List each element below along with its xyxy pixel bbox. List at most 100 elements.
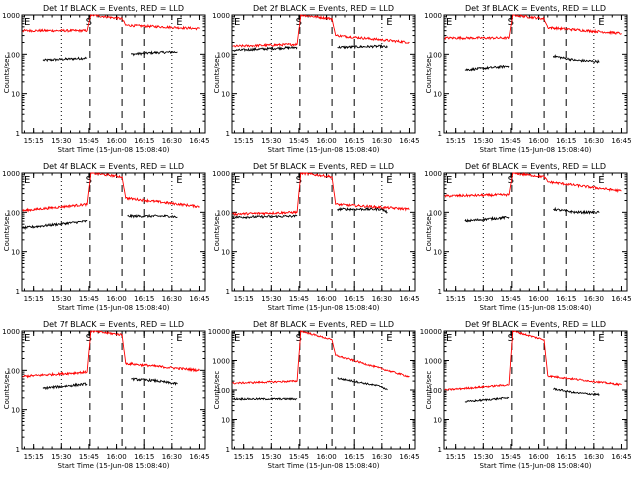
y-tick-label: 100 bbox=[429, 51, 442, 59]
x-tick-label: 15:30 bbox=[51, 137, 71, 145]
x-tick-label: 15:45 bbox=[501, 295, 521, 303]
y-tick-label: 10 bbox=[221, 91, 230, 99]
plot-frame bbox=[443, 14, 628, 134]
y-tick-label: 1 bbox=[438, 288, 442, 296]
y-axis-label: Counts/sec bbox=[213, 213, 221, 252]
end-marker: E bbox=[24, 175, 30, 186]
y-axis-label: Counts/sec bbox=[425, 371, 433, 410]
panel-title: Det 5f BLACK = Events, RED = LLD bbox=[253, 162, 394, 171]
lld-series-line bbox=[444, 329, 622, 391]
panel-title: Det 4f BLACK = Events, RED = LLD bbox=[43, 162, 184, 171]
x-tick-label: 15:45 bbox=[501, 453, 521, 461]
x-tick-label: 15:30 bbox=[261, 295, 281, 303]
x-tick-label: 16:45 bbox=[611, 453, 631, 461]
y-tick-label: 100 bbox=[217, 51, 230, 59]
x-tick-label: 15:45 bbox=[289, 453, 309, 461]
x-tick-label: 16:45 bbox=[611, 137, 631, 145]
end-marker: E bbox=[24, 333, 30, 344]
x-axis-label: Start Time (15-Jun-08 15:08:40) bbox=[58, 146, 170, 154]
y-tick-label: 1 bbox=[16, 130, 20, 138]
y-tick-label: 10000 bbox=[208, 328, 230, 336]
plot-frame bbox=[231, 172, 416, 292]
plot-frame bbox=[21, 14, 206, 134]
detector-panel-9: Det 9f BLACK = Events, RED = LLD 1 10 100 10… bbox=[420, 320, 632, 470]
x-tick-label: 15:45 bbox=[79, 453, 99, 461]
detector-panel-1: Det 1f BLACK = Events, RED = LLD 1 10 100 10… bbox=[2, 4, 209, 154]
lld-series-line bbox=[22, 329, 200, 379]
y-tick-label: 10 bbox=[433, 249, 442, 257]
x-tick-label: 15:15 bbox=[234, 295, 254, 303]
y-tick-label: 1000 bbox=[212, 358, 230, 366]
x-tick-label: 15:15 bbox=[24, 295, 44, 303]
detector-panel-2: Det 2f BLACK = Events, RED = LLD 1 10 100 10… bbox=[212, 4, 419, 154]
end-marker: E bbox=[386, 17, 392, 28]
x-tick-label: 15:30 bbox=[473, 453, 493, 461]
lld-series-line bbox=[232, 14, 410, 48]
events-series-line bbox=[464, 206, 600, 223]
y-tick-label: 100 bbox=[7, 367, 20, 375]
x-axis-label: Start Time (15-Jun-08 15:08:40) bbox=[58, 304, 170, 312]
y-tick-label: 10 bbox=[221, 249, 230, 257]
x-tick-label: 16:30 bbox=[584, 295, 604, 303]
plot-frame bbox=[21, 172, 206, 292]
x-tick-label: 16:30 bbox=[372, 295, 392, 303]
y-axis-label: Counts/sec bbox=[425, 55, 433, 94]
end-marker: E bbox=[176, 175, 182, 186]
detector-panel-6: Det 6f BLACK = Events, RED = LLD 1 10 100 10… bbox=[424, 162, 631, 312]
y-axis-label: Counts/sec bbox=[213, 371, 221, 410]
x-tick-label: 16:45 bbox=[189, 295, 209, 303]
x-tick-label: 16:45 bbox=[399, 453, 419, 461]
x-axis-label: Start Time (15-Jun-08 15:08:40) bbox=[268, 304, 380, 312]
x-tick-label: 16:30 bbox=[162, 137, 182, 145]
y-tick-label: 1000 bbox=[2, 12, 20, 20]
x-tick-label: 16:45 bbox=[399, 295, 419, 303]
panel-title: Det 9f BLACK = Events, RED = LLD bbox=[465, 320, 606, 329]
x-tick-label: 15:45 bbox=[501, 137, 521, 145]
detector-panel-3: Det 3f BLACK = Events, RED = LLD 1 10 100 10… bbox=[424, 4, 631, 154]
y-tick-label: 1000 bbox=[2, 170, 20, 178]
y-tick-label: 100 bbox=[217, 209, 230, 217]
panel-title: Det 3f BLACK = Events, RED = LLD bbox=[465, 4, 606, 13]
x-tick-label: 16:00 bbox=[106, 453, 126, 461]
x-axis-label: Start Time (15-Jun-08 15:08:40) bbox=[480, 146, 592, 154]
end-marker: E bbox=[446, 175, 452, 186]
x-tick-label: 15:15 bbox=[446, 453, 466, 461]
x-axis-label: Start Time (15-Jun-08 15:08:40) bbox=[480, 462, 592, 470]
start-marker: S bbox=[296, 333, 302, 344]
end-marker: E bbox=[598, 333, 604, 344]
end-marker: E bbox=[386, 175, 392, 186]
y-tick-label: 1 bbox=[226, 130, 230, 138]
lld-series-line bbox=[444, 14, 622, 41]
x-tick-label: 16:00 bbox=[106, 295, 126, 303]
end-marker: E bbox=[234, 17, 240, 28]
x-tick-label: 16:15 bbox=[344, 137, 364, 145]
y-tick-label: 1000 bbox=[2, 328, 20, 336]
events-series-line bbox=[232, 43, 388, 53]
x-tick-label: 16:00 bbox=[528, 137, 548, 145]
x-tick-label: 16:15 bbox=[556, 137, 576, 145]
end-marker: E bbox=[446, 17, 452, 28]
end-marker: E bbox=[598, 175, 604, 186]
y-tick-label: 100 bbox=[429, 387, 442, 395]
lld-series-line bbox=[22, 172, 200, 213]
x-tick-label: 16:30 bbox=[584, 453, 604, 461]
x-tick-label: 15:45 bbox=[289, 137, 309, 145]
y-tick-label: 1000 bbox=[424, 12, 442, 20]
panel-title: Det 2f BLACK = Events, RED = LLD bbox=[253, 4, 394, 13]
y-tick-label: 10000 bbox=[420, 328, 442, 336]
events-series-line bbox=[42, 377, 178, 391]
panel-title: Det 7f BLACK = Events, RED = LLD bbox=[43, 320, 184, 329]
y-tick-label: 10 bbox=[11, 91, 20, 99]
plot-frame bbox=[443, 330, 628, 450]
events-series-line bbox=[232, 377, 388, 401]
x-tick-label: 16:30 bbox=[372, 137, 392, 145]
x-tick-label: 15:45 bbox=[79, 137, 99, 145]
x-tick-label: 16:00 bbox=[316, 295, 336, 303]
detector-panel-7: Det 7f BLACK = Events, RED = LLD 1 10 100 10… bbox=[2, 320, 209, 470]
end-marker: E bbox=[234, 333, 240, 344]
x-tick-label: 16:00 bbox=[316, 453, 336, 461]
end-marker: E bbox=[386, 333, 392, 344]
plot-frame bbox=[231, 14, 416, 134]
detector-panel-4: Det 4f BLACK = Events, RED = LLD 1 10 100 10… bbox=[2, 162, 209, 312]
